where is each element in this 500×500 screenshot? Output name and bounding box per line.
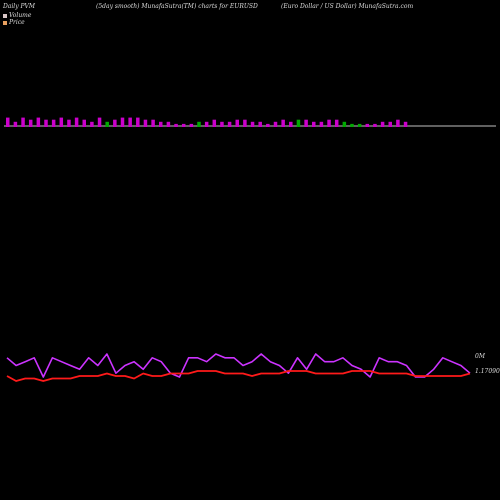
volume-bar (82, 119, 86, 127)
volume-bar (403, 121, 408, 127)
volume-bar (113, 119, 117, 127)
volume-bar (197, 121, 201, 127)
volume-bar (151, 119, 155, 127)
volume-bar (189, 123, 194, 127)
volume-bar (159, 121, 163, 127)
lines-panel (6, 353, 471, 382)
volume-bar (74, 117, 79, 127)
header-center: (5day smooth) MunafaSutra(TM) charts for… (96, 3, 258, 10)
volume-bar (44, 119, 48, 127)
volume-bar (181, 123, 186, 127)
volume-bar (357, 123, 362, 127)
volume-bar (258, 121, 262, 127)
header-right: (Euro Dollar / US Dollar) MunafaSutra.co… (281, 3, 414, 10)
volume-bar (342, 121, 347, 127)
price-swatch (3, 20, 7, 25)
volume-bar (36, 117, 41, 127)
volume-bar (128, 117, 132, 127)
volume-bar (281, 119, 285, 127)
volume-bar (227, 121, 232, 127)
volume-axis-label: 0M (475, 353, 485, 360)
volume-bar (319, 121, 324, 127)
volume-bar (380, 121, 385, 127)
volume-bar (120, 117, 125, 127)
legend-volume: Volume (3, 12, 31, 19)
volume-bar (350, 123, 354, 127)
volume-bar (312, 121, 316, 127)
volume-bar (28, 119, 33, 127)
volume-bar (136, 117, 140, 127)
volume-bar (174, 123, 178, 127)
volume-bar (273, 121, 278, 127)
volume-bar (365, 123, 370, 127)
volume-bar (90, 121, 94, 127)
volume-bar (143, 119, 148, 127)
volume-bar (59, 117, 64, 127)
volume-bar (166, 121, 171, 127)
volume-bar (266, 123, 270, 127)
volume-bar (220, 121, 224, 127)
price-axis-label: 1.17090 (475, 368, 500, 375)
volume-bar (388, 121, 392, 127)
legend-price-label: Price (9, 19, 25, 26)
volume-bar (235, 119, 239, 127)
price-line (6, 370, 471, 382)
volume-bar (13, 121, 18, 127)
volume-bar (6, 117, 10, 127)
volume-bar (243, 119, 247, 127)
volume-line (6, 353, 471, 378)
volume-bar (334, 119, 339, 127)
volume-swatch (3, 13, 7, 18)
volume-bar (97, 117, 102, 127)
volume-bar (304, 119, 308, 127)
volume-bar (296, 119, 301, 127)
volume-bar (289, 121, 293, 127)
volume-bars (6, 117, 408, 127)
volume-bar (21, 117, 25, 127)
volume-bar (105, 121, 109, 127)
header-left: Daily PVM (3, 3, 36, 10)
volume-bar (250, 121, 255, 127)
legend-price: Price (3, 19, 25, 26)
volume-bar (396, 119, 400, 127)
volume-bar (212, 119, 217, 127)
volume-bar (67, 119, 71, 127)
volume-bar (204, 121, 209, 127)
legend-volume-label: Volume (9, 12, 32, 19)
volume-bar (51, 119, 56, 127)
volume-bar (327, 119, 331, 127)
volume-bar (373, 123, 377, 127)
